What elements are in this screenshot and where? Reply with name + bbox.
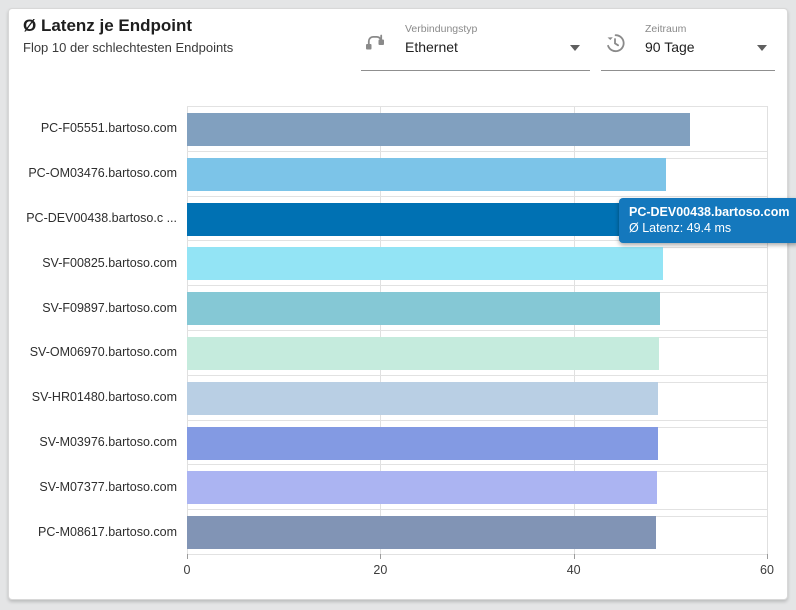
bar[interactable] [187, 157, 667, 191]
chevron-down-icon[interactable] [757, 45, 767, 51]
row-separator [187, 509, 767, 511]
card-subtitle: Flop 10 der schlechtesten Endpoints [23, 40, 234, 55]
cable-icon [363, 31, 387, 55]
row-separator [187, 195, 767, 197]
bar[interactable] [187, 113, 690, 146]
time-range-select[interactable]: Zeitraum 90 Tage [601, 19, 775, 71]
x-axis-tick [187, 554, 188, 559]
connection-type-select[interactable]: Verbindungstyp Ethernet [361, 19, 590, 71]
bar[interactable] [187, 337, 659, 370]
x-axis-label: 40 [566, 563, 581, 577]
x-axis-label: 60 [760, 563, 774, 577]
chart-tooltip: PC-DEV00438.bartoso.com Ø Latenz: 49.4 m… [619, 198, 796, 243]
connection-type-value[interactable]: Ethernet [405, 39, 458, 55]
row-separator [187, 150, 767, 152]
tooltip-endpoint-name: PC-DEV00438.bartoso.com [629, 205, 790, 219]
x-axis-label: 0 [183, 563, 191, 577]
x-axis-tick [573, 554, 575, 559]
row-separator [187, 464, 767, 466]
tooltip-latency-value: Ø Latenz: 49.4 ms [629, 221, 732, 235]
x-axis-tick [380, 554, 382, 559]
time-range-label: Zeitraum [645, 23, 687, 35]
filter-underline [361, 70, 590, 71]
bar[interactable] [187, 247, 663, 281]
row-separator [187, 285, 767, 287]
row-separator [187, 240, 767, 242]
y-axis-label: SV-M07377.bartoso.com [39, 479, 177, 494]
row-separator [187, 330, 767, 331]
filter-underline [601, 70, 775, 71]
card-title: Ø Latenz je Endpoint [23, 16, 193, 35]
y-axis-label: SV-M03976.bartoso.com [39, 435, 177, 449]
latency-card: Ø Latenz je Endpoint Flop 10 der schlech… [8, 8, 796, 601]
row-separator [187, 374, 767, 376]
y-axis-label: PC-OM03476.bartoso.com [28, 166, 177, 181]
bar[interactable] [187, 426, 658, 460]
row-separator [187, 419, 767, 421]
y-axis-label: SV-HR01480.bartoso.com [31, 390, 177, 405]
time-range-value[interactable]: 90 Tage [645, 39, 695, 55]
y-axis-label: PC-F05551.bartoso.com [40, 121, 177, 136]
connection-type-label: Verbindungstyp [405, 23, 478, 35]
x-axis-tick [767, 554, 768, 559]
latency-bar-chart: PC-F05551.bartoso.com PC-OM03476.bartoso.… [9, 9, 789, 601]
history-icon [603, 31, 627, 55]
y-axis-label: PC-DEV00438.bartoso.c ... [26, 211, 177, 225]
bar[interactable] [187, 381, 658, 415]
x-axis-label: 20 [373, 563, 388, 577]
bar[interactable] [187, 516, 656, 550]
row-separator [187, 554, 767, 555]
y-axis-label: SV-F00825.bartoso.com [42, 255, 177, 270]
y-axis-label: PC-M08617.bartoso.com [38, 524, 177, 539]
bar[interactable] [187, 471, 657, 505]
bar[interactable] [187, 292, 660, 326]
chevron-down-icon[interactable] [570, 45, 580, 51]
bar[interactable] [187, 202, 665, 236]
y-axis-label: SV-OM06970.bartoso.com [29, 345, 177, 360]
y-axis-label: SV-F09897.bartoso.com [42, 300, 177, 315]
row-separator [187, 106, 767, 107]
gridline [767, 106, 768, 554]
